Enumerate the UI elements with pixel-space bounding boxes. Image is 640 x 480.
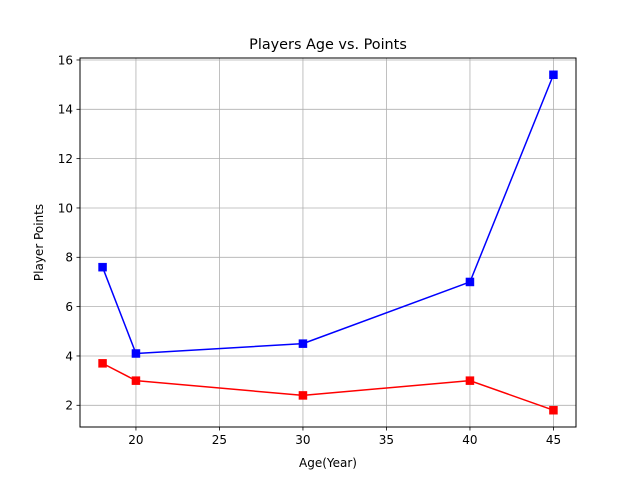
series-1-point: [132, 349, 140, 357]
x-tick-label: 30: [295, 433, 310, 447]
y-tick-label: 12: [58, 152, 73, 166]
series-1-point: [466, 278, 474, 286]
series-2-point: [132, 377, 140, 385]
x-tick-label: 20: [128, 433, 143, 447]
series-1-point: [549, 71, 557, 79]
y-axis-label: Player Points: [32, 204, 46, 281]
y-tick-label: 16: [58, 53, 73, 67]
x-tick-label: 45: [546, 433, 561, 447]
chart-title: Players Age vs. Points: [249, 37, 407, 53]
x-tick-label: 40: [462, 433, 477, 447]
series-1-point: [299, 340, 307, 348]
x-tick-label: 35: [379, 433, 394, 447]
series-2-point: [466, 377, 474, 385]
y-tick-label: 8: [65, 251, 73, 265]
y-tick-label: 10: [58, 201, 73, 215]
y-tick-label: 4: [65, 349, 73, 363]
y-tick-label: 2: [65, 399, 73, 413]
series-2-point: [299, 391, 307, 399]
y-tick-label: 14: [58, 103, 73, 117]
series-2-point: [99, 359, 107, 367]
series-2-point: [549, 406, 557, 414]
y-tick-label: 6: [65, 300, 73, 314]
series-1-point: [99, 263, 107, 271]
x-tick-label: 25: [212, 433, 227, 447]
x-axis-label: Age(Year): [299, 456, 357, 470]
